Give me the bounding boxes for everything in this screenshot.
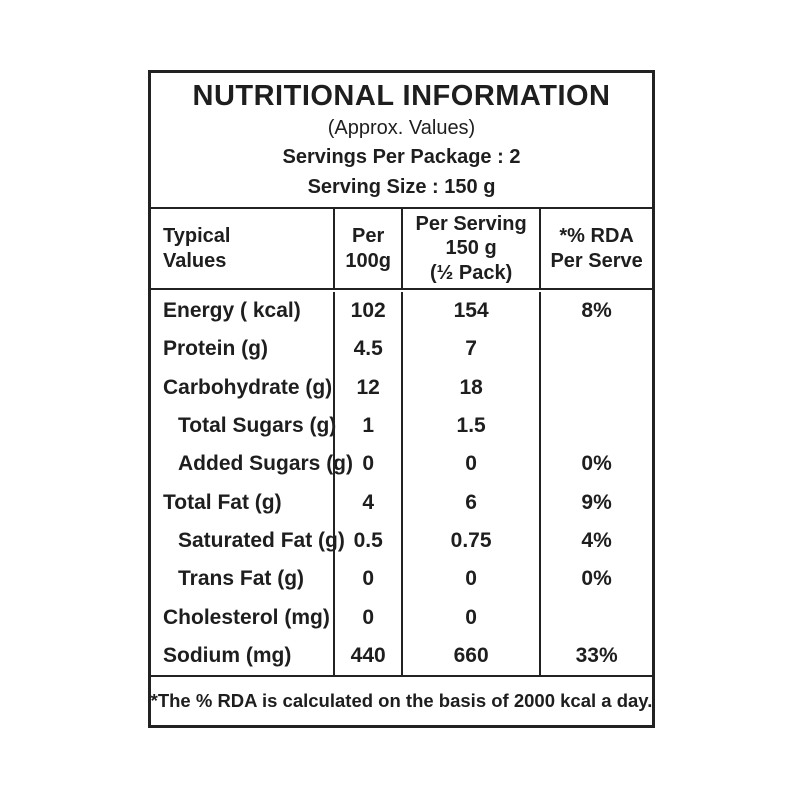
nutrient-label: Trans Fat (g) [178,567,305,591]
rda-value: 0% [539,560,652,599]
table-row-protein: Protein (g) 4.5 7 [151,330,652,369]
per-serving-value: 0 [400,560,539,599]
per-100g-value: 12 [333,368,401,407]
per-100g-value: 0 [333,560,401,599]
nutrient-label: Protein (g) [163,337,268,361]
servings-per-package: Servings Per Package : 2 [282,146,521,168]
rda-value: 8% [539,292,652,331]
per-serving-value: 0.75 [400,521,539,561]
table-row-sodium: Sodium (mg) 440 660 33% [151,636,652,675]
rda-value [539,330,652,369]
serving-size: Serving Size : 150 g [307,176,496,198]
column-header-rda-per-serve: *% RDA Per Serve [539,209,652,288]
nutrient-label: Sodium (mg) [163,643,292,667]
nutrient-label: Added Sugars (g) [178,452,354,476]
table-row-added-sugars: Added Sugars (g) 0 0 0% [151,445,652,484]
rda-value: 4% [539,521,652,561]
table-column-headers: Typical Values Per 100g Per Serving 150 … [151,209,652,290]
per-100g-value: 0 [333,598,401,637]
rda-value: 0% [539,445,652,484]
nutrition-facts-panel: NUTRITIONAL INFORMATION (Approx. Values)… [148,70,655,728]
rda-value [539,598,652,637]
per-serving-value: 1.5 [400,406,539,446]
table-row-total-sugars: Total Sugars (g) 1 1.5 [151,406,652,446]
nutrient-label: Total Fat (g) [163,490,282,514]
table-row-trans-fat: Trans Fat (g) 0 0 0% [151,560,652,599]
table-row-carbohydrate: Carbohydrate (g) 12 18 [151,368,652,407]
column-header-typical-values: Typical Values [163,225,231,272]
rda-footnote: *The % RDA is calculated on the basis of… [151,675,652,725]
per-100g-value: 102 [333,292,401,331]
per-serving-value: 660 [400,636,539,675]
rda-value: 9% [539,483,652,522]
per-serving-value: 6 [400,483,539,522]
column-header-per-serving: Per Serving 150 g (½ Pack) [400,209,539,288]
per-serving-value: 154 [400,292,539,331]
page-title: NUTRITIONAL INFORMATION [192,80,611,112]
table-row-energy: Energy ( kcal) 102 154 8% [151,292,652,331]
per-serving-value: 7 [400,330,539,369]
rda-value [539,368,652,407]
nutrient-label: Total Sugars (g) [178,414,337,438]
rda-value [539,406,652,446]
per-serving-value: 18 [400,368,539,407]
per-100g-value: 4.5 [333,330,401,369]
nutrient-label: Energy ( kcal) [163,299,301,323]
label-header: NUTRITIONAL INFORMATION (Approx. Values)… [151,73,652,209]
approx-values-note: (Approx. Values) [327,117,476,139]
per-100g-value: 0.5 [333,521,401,561]
table-row-saturated-fat: Saturated Fat (g) 0.5 0.75 4% [151,521,652,561]
column-header-per-100g: Per 100g [333,209,401,288]
nutrient-table-body: Energy ( kcal) 102 154 8% Protein (g) 4.… [151,290,652,675]
per-100g-value: 1 [333,406,401,446]
nutrient-label: Saturated Fat (g) [178,528,345,552]
rda-value: 33% [539,636,652,675]
table-row-total-fat: Total Fat (g) 4 6 9% [151,483,652,522]
nutrient-label: Carbohydrate (g) [163,375,333,399]
per-100g-value: 4 [333,483,401,522]
per-100g-value: 0 [333,445,401,484]
nutrient-label: Cholesterol (mg) [163,605,330,629]
per-serving-value: 0 [400,598,539,637]
per-serving-value: 0 [400,445,539,484]
per-100g-value: 440 [333,636,401,675]
table-row-cholesterol: Cholesterol (mg) 0 0 [151,598,652,637]
